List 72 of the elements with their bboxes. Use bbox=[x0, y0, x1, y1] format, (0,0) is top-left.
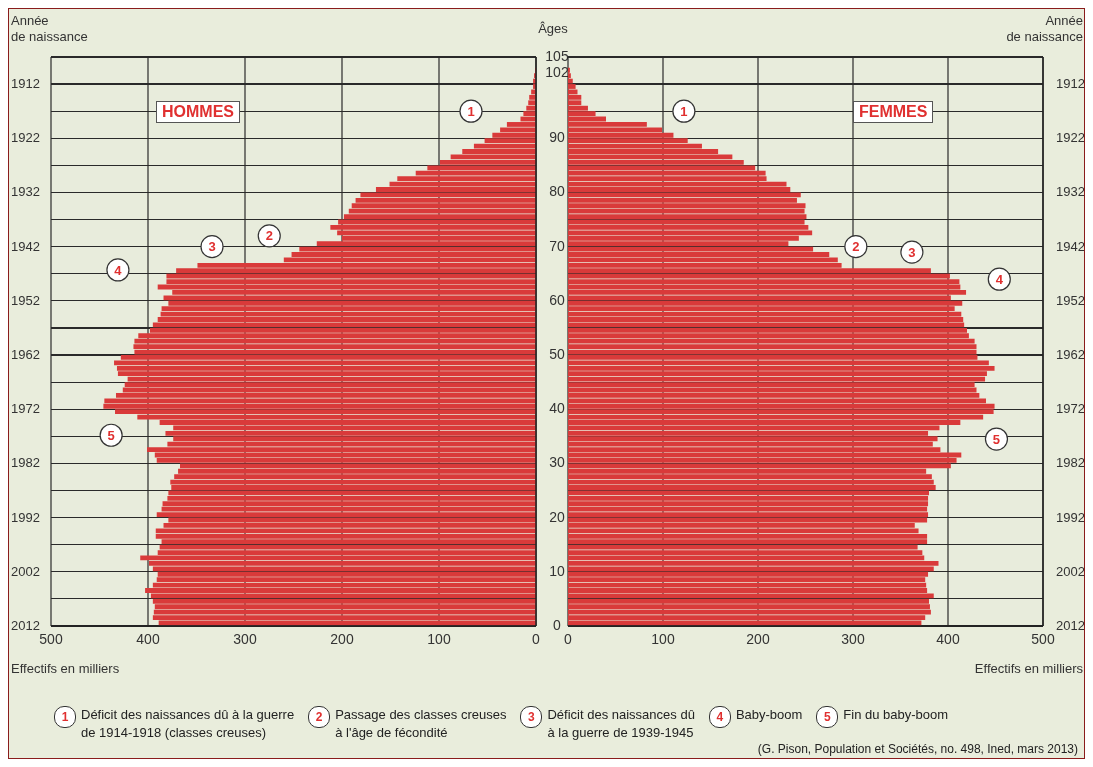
x-tick-label: 500 bbox=[39, 630, 63, 647]
y-tick-label: 40 bbox=[549, 400, 565, 417]
y-tick-label: 70 bbox=[549, 237, 565, 254]
annotation: 3 bbox=[908, 244, 916, 260]
annotation: 5 bbox=[992, 431, 1001, 447]
y-axis-title: Âges bbox=[537, 21, 569, 36]
text: 2 bbox=[308, 706, 331, 728]
x-axis-title: Effectifs en milliers bbox=[974, 661, 1083, 676]
text: 4 bbox=[708, 706, 731, 728]
y-tick-label: 30 bbox=[549, 454, 565, 471]
y2-tick-label: 2012 bbox=[11, 618, 40, 634]
y-tick-label: 1942 bbox=[1056, 238, 1085, 254]
y-tick-label: 105 bbox=[545, 48, 569, 64]
text: 1 bbox=[54, 706, 76, 728]
text: Fin du baby-boom bbox=[843, 706, 949, 724]
y-tick-label: 1912 bbox=[1056, 76, 1085, 92]
y-tick-label: 1972 bbox=[1056, 401, 1085, 417]
annotation: 2 bbox=[852, 239, 860, 255]
y2-tick-label: 1932 bbox=[11, 184, 40, 201]
x-tick-label: 400 bbox=[136, 630, 160, 647]
y-tick-label: 20 bbox=[549, 508, 565, 525]
annotation: 3 bbox=[208, 239, 216, 255]
annotation: 1 bbox=[680, 103, 688, 119]
text: 3 bbox=[520, 706, 543, 728]
text: Déficit des naissances dû à la guerre de 1914-1918 (classes creuses) bbox=[81, 706, 295, 742]
y-tick-label: 2012 bbox=[1056, 618, 1085, 633]
x-tick-label: 100 bbox=[651, 630, 675, 647]
x-tick-label: 200 bbox=[746, 630, 770, 647]
x-axis-title: Effectifs en milliers bbox=[11, 661, 120, 676]
annotation: 2 bbox=[265, 228, 273, 244]
y-tick-label: 80 bbox=[549, 183, 565, 200]
text: HOMMES bbox=[156, 101, 240, 123]
annotation: 5 bbox=[107, 427, 115, 443]
y2-tick-label: 1952 bbox=[11, 292, 40, 309]
annotation: 1 bbox=[467, 103, 475, 119]
y2-tick-label: 1912 bbox=[11, 76, 40, 93]
x-tick-label: 100 bbox=[427, 630, 451, 647]
x-tick-label: 0 bbox=[532, 630, 541, 647]
y2-tick-label: 2002 bbox=[11, 563, 40, 580]
y-tick-label: 10 bbox=[549, 562, 565, 579]
y-tick-label: 1952 bbox=[1056, 292, 1085, 308]
text: Baby-boom bbox=[735, 706, 803, 724]
y-tick-label: 1962 bbox=[1056, 347, 1085, 363]
y-tick-label: 50 bbox=[549, 346, 565, 363]
x-tick-label: 500 bbox=[1031, 630, 1055, 647]
x-tick-label: 300 bbox=[233, 630, 257, 647]
y2-tick-label: 1992 bbox=[11, 509, 40, 526]
y-tick-label: 0 bbox=[553, 617, 562, 633]
text: FEMMES bbox=[853, 101, 934, 123]
text: (G. Pison, Population et Sociétés, no. 498, Ined, mars 2013) bbox=[757, 742, 1078, 756]
x-tick-label: 300 bbox=[841, 630, 865, 647]
x-tick-label: 400 bbox=[936, 630, 960, 647]
y2-tick-label: 1942 bbox=[11, 238, 40, 255]
annotation: 4 bbox=[114, 262, 123, 278]
y2-tick-label: 1982 bbox=[11, 455, 40, 472]
y-tick-label: 1922 bbox=[1056, 130, 1085, 146]
y2-tick-label: 1972 bbox=[11, 401, 40, 418]
y2-tick-label: 1962 bbox=[11, 347, 40, 364]
y-tick-label: 2002 bbox=[1056, 563, 1085, 579]
text: 5 bbox=[816, 706, 839, 728]
y2-axis-title: Année de naissance bbox=[11, 13, 88, 45]
y2-tick-label: 1922 bbox=[11, 130, 40, 147]
y-axis-title: Année de naissance bbox=[1006, 13, 1083, 45]
y-tick-label: 60 bbox=[549, 291, 565, 308]
y-tick-label: 90 bbox=[549, 129, 565, 146]
y-tick-label: 1982 bbox=[1056, 455, 1085, 471]
y-tick-label: 1992 bbox=[1056, 509, 1085, 525]
annotation: 4 bbox=[995, 271, 1004, 287]
text: Déficit des naissances dû à la guerre de 1939-1945 bbox=[547, 706, 695, 742]
y-tick-label: 1932 bbox=[1056, 184, 1085, 200]
text: Passage des classes creuses à l'âge de fécondité bbox=[335, 706, 507, 742]
x-tick-label: 200 bbox=[330, 630, 354, 647]
